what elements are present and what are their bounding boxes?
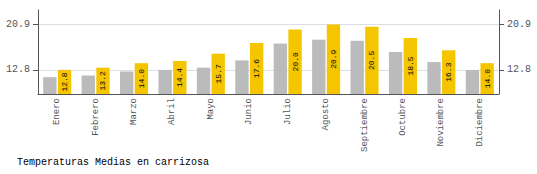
svg-text:Agosto: Agosto: [321, 98, 331, 130]
svg-text:20.9: 20.9: [6, 19, 30, 30]
svg-text:18.5: 18.5: [406, 56, 415, 75]
svg-text:Marzo: Marzo: [129, 98, 139, 125]
svg-text:14.0: 14.0: [483, 69, 492, 88]
svg-text:Temperaturas Medias en carrizo: Temperaturas Medias en carrizosa: [17, 157, 209, 168]
svg-text:Julio: Julio: [283, 98, 293, 125]
svg-text:12.8: 12.8: [60, 72, 69, 91]
svg-text:Octubre: Octubre: [398, 98, 408, 136]
svg-text:Noviembre: Noviembre: [436, 98, 446, 147]
svg-text:15.7: 15.7: [214, 64, 223, 83]
svg-text:Septiembre: Septiembre: [360, 98, 370, 152]
svg-text:17.6: 17.6: [252, 59, 261, 78]
svg-text:Diciembre: Diciembre: [475, 98, 485, 147]
svg-text:14.0: 14.0: [137, 69, 146, 88]
svg-text:13.2: 13.2: [98, 71, 107, 90]
svg-text:Febrero: Febrero: [91, 98, 101, 136]
svg-text:20.0: 20.0: [291, 52, 300, 71]
svg-text:20.9: 20.9: [507, 19, 531, 30]
svg-text:Abril: Abril: [167, 98, 177, 125]
svg-text:Mayo: Mayo: [206, 98, 216, 120]
svg-text:20.5: 20.5: [367, 51, 376, 70]
svg-text:Junio: Junio: [244, 98, 254, 125]
svg-text:16.3: 16.3: [444, 62, 453, 81]
svg-text:12.8: 12.8: [507, 64, 531, 75]
svg-text:12.8: 12.8: [6, 64, 30, 75]
svg-text:14.4: 14.4: [175, 68, 184, 87]
svg-text:Enero: Enero: [52, 98, 62, 125]
svg-text:20.9: 20.9: [329, 49, 338, 68]
